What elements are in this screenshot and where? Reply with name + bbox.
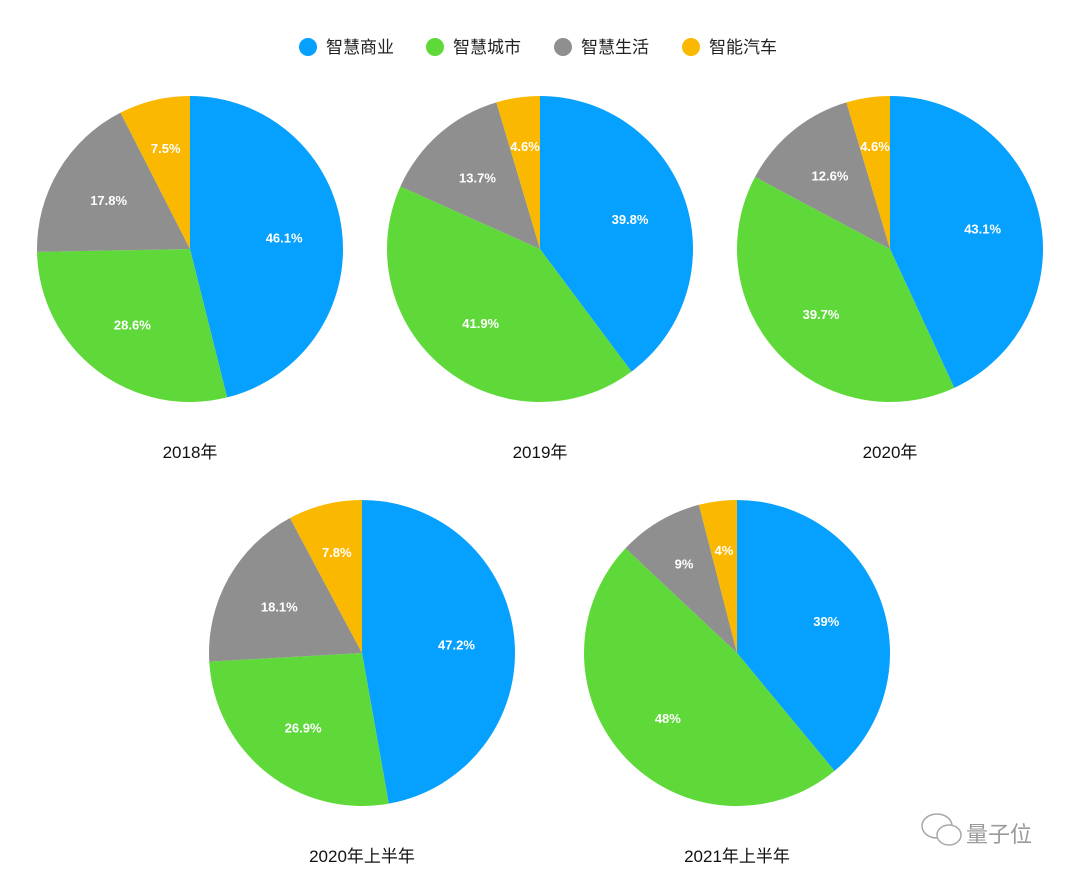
pie-slice-1-0 bbox=[540, 96, 694, 372]
pie-slice-0-1 bbox=[37, 249, 228, 402]
pie-slice-0-3 bbox=[120, 96, 190, 249]
pie-slice-4-2 bbox=[625, 504, 737, 653]
pie-slice-2-0 bbox=[890, 96, 1044, 388]
pie-slice-4-1 bbox=[583, 548, 835, 807]
pie-slice-0-0 bbox=[190, 96, 344, 398]
legend-label-0: 智慧商业 bbox=[326, 38, 394, 57]
pie-slice-2-2 bbox=[755, 102, 890, 250]
slice-label-2-0: 43.1% bbox=[964, 222, 1001, 237]
slice-label-4-3: 4% bbox=[715, 543, 734, 558]
slice-label-0-0: 46.1% bbox=[266, 230, 303, 245]
pie-0: 46.1% 28.6% 17.8% 7.5% 2018年 bbox=[37, 96, 344, 462]
slice-label-1-2: 13.7% bbox=[459, 171, 496, 186]
slice-label-2-3: 4.6% bbox=[860, 139, 890, 154]
pie-slice-4-3 bbox=[698, 500, 737, 653]
pie-4: 39% 48% 9% 4% 2021年上半年 bbox=[583, 500, 891, 866]
legend-swatch-2 bbox=[554, 38, 572, 56]
pie-3: 47.2% 26.9% 18.1% 7.8% 2020年上半年 bbox=[209, 500, 515, 866]
pie-slice-1-2 bbox=[400, 102, 540, 250]
pie-slice-3-1 bbox=[209, 653, 389, 806]
slice-label-3-2: 18.1% bbox=[261, 600, 298, 615]
pie-title-4: 2021年上半年 bbox=[684, 847, 790, 866]
slice-label-4-1: 48% bbox=[655, 711, 681, 726]
watermark: 量子位 bbox=[921, 813, 1032, 847]
pie-1: 39.8% 41.9% 13.7% 4.6% 2019年 bbox=[386, 96, 694, 462]
legend-swatch-0 bbox=[299, 38, 317, 56]
slice-label-1-0: 39.8% bbox=[612, 212, 649, 227]
pie-slice-2-3 bbox=[846, 96, 890, 249]
legend-label-2: 智慧生活 bbox=[581, 38, 649, 57]
pie-2: 43.1% 39.7% 12.6% 4.6% 2020年 bbox=[737, 96, 1044, 462]
slice-label-1-1: 41.9% bbox=[462, 316, 499, 331]
pie-slice-3-0 bbox=[362, 500, 515, 804]
pie-slice-0-2 bbox=[37, 112, 190, 252]
pie-title-0: 2018年 bbox=[163, 443, 218, 462]
pie-title-3: 2020年上半年 bbox=[309, 847, 415, 866]
pie-slice-4-0 bbox=[737, 500, 891, 771]
wechat-icon bbox=[921, 813, 962, 846]
slice-label-0-1: 28.6% bbox=[114, 317, 151, 332]
pie-title-1: 2019年 bbox=[513, 443, 568, 462]
slice-label-3-1: 26.9% bbox=[285, 720, 322, 735]
slice-label-3-0: 47.2% bbox=[438, 638, 475, 653]
pie-slice-2-1 bbox=[737, 176, 955, 402]
legend-swatch-1 bbox=[426, 38, 444, 56]
slice-label-2-2: 12.6% bbox=[812, 169, 849, 184]
slice-label-4-2: 9% bbox=[675, 556, 694, 571]
legend-swatch-3 bbox=[682, 38, 700, 56]
pie-title-2: 2020年 bbox=[863, 443, 918, 462]
slice-label-3-3: 7.8% bbox=[322, 545, 352, 560]
legend: 智慧商业 智慧城市 智慧生活 智能汽车 bbox=[299, 38, 777, 57]
slice-label-4-0: 39% bbox=[813, 614, 839, 629]
slice-label-0-2: 17.8% bbox=[90, 193, 127, 208]
legend-label-1: 智慧城市 bbox=[453, 38, 521, 57]
watermark-text: 量子位 bbox=[966, 822, 1032, 847]
slice-label-0-3: 7.5% bbox=[151, 141, 181, 156]
slice-label-1-3: 4.6% bbox=[510, 139, 540, 154]
pie-slice-1-3 bbox=[496, 96, 540, 249]
legend-label-3: 智能汽车 bbox=[709, 38, 777, 57]
pie-slice-3-3 bbox=[289, 500, 362, 653]
pie-slice-1-1 bbox=[386, 186, 632, 403]
pie-slice-3-2 bbox=[209, 518, 362, 662]
slice-label-2-1: 39.7% bbox=[803, 307, 840, 322]
